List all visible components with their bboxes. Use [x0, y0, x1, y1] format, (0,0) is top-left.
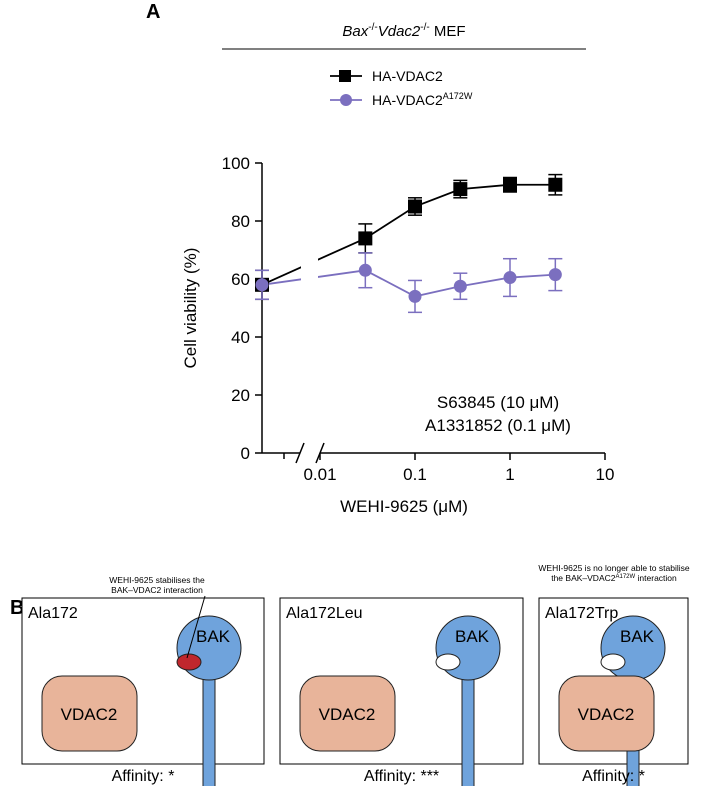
title-part: Bax — [342, 23, 368, 40]
note: WEHI-9625 is no longer able to stabilise — [538, 563, 689, 573]
title-part: MEF — [430, 23, 466, 40]
x-axis-label: WEHI-9625 (μM) — [340, 497, 468, 516]
affinity: Affinity: * — [112, 768, 175, 785]
panel-label: B — [10, 597, 24, 619]
legend-superscript: A172W — [443, 91, 473, 101]
marker — [408, 199, 422, 214]
axis-break — [315, 442, 325, 464]
binding-pocket — [176, 653, 202, 671]
bak-label: BAK — [620, 627, 655, 646]
note-superscript: A172W — [615, 574, 635, 580]
marker — [453, 279, 467, 293]
bak — [176, 615, 242, 681]
title-part: Vdac2 — [378, 23, 421, 40]
note: the BAK–VDAC2A172W interaction — [551, 573, 677, 583]
vdac2 — [299, 675, 396, 752]
marker — [358, 231, 373, 246]
marker — [255, 278, 269, 292]
marker — [548, 268, 562, 282]
y-tick-label: 100 — [222, 154, 250, 173]
legend-name: HA-VDAC2 — [372, 92, 443, 108]
legend-entry: HA-VDAC2A172W — [372, 91, 473, 108]
callout — [186, 595, 206, 659]
panel-title: Ala172 — [28, 605, 78, 622]
panel-title: Ala172Leu — [286, 605, 363, 622]
annotation: A1331852 (0.1 μM) — [425, 416, 571, 435]
bak-label: BAK — [455, 627, 490, 646]
affinity: Affinity: * — [582, 768, 645, 785]
x-tick-label: 0.01 — [303, 465, 336, 484]
panel-title: Ala172Trp — [545, 605, 618, 622]
marker — [358, 263, 372, 277]
note-line: WEHI-9625 stabilises the — [109, 575, 205, 585]
title-part: -/- — [420, 22, 429, 33]
panel-label: A — [146, 1, 160, 23]
y-tick-label: 60 — [231, 270, 250, 289]
binding-pocket — [435, 653, 461, 671]
y-tick-label: 20 — [231, 386, 250, 405]
x-tick-label: 10 — [596, 465, 615, 484]
vdac2-label: VDAC2 — [319, 705, 376, 724]
legend-entry: HA-VDAC2 — [372, 68, 443, 84]
note-line: WEHI-9625 is no longer able to stabilise — [538, 563, 689, 573]
affinity: Affinity: *** — [364, 768, 439, 785]
legend-name: HA-VDAC2 — [372, 68, 443, 84]
y-tick-label: 40 — [231, 328, 250, 347]
title-part: -/- — [368, 22, 377, 33]
marker — [548, 177, 563, 192]
bak-stem — [202, 667, 216, 786]
marker — [503, 177, 517, 192]
bak-label: BAK — [196, 627, 231, 646]
note: BAK–VDAC2 interaction — [111, 585, 203, 595]
y-tick-label: 80 — [231, 212, 250, 231]
bak-stem — [461, 667, 475, 786]
note-end: interaction — [635, 573, 677, 583]
binding-pocket — [600, 653, 626, 671]
vdac2-label: VDAC2 — [578, 705, 635, 724]
x-tick-label: 1 — [505, 465, 514, 484]
marker — [408, 289, 422, 303]
bak — [435, 615, 501, 681]
axis-break — [295, 442, 305, 464]
marker — [453, 182, 468, 197]
y-tick-label: 0 — [241, 444, 250, 463]
chart-title: Bax-/-Vdac2-/- MEF — [342, 22, 465, 40]
legend-marker — [340, 94, 352, 106]
vdac2 — [558, 675, 655, 752]
y-axis-label: Cell viability (%) — [181, 248, 200, 369]
note-line: the BAK–VDAC2 — [551, 573, 616, 583]
vdac2-label: VDAC2 — [61, 705, 118, 724]
marker — [503, 271, 517, 285]
note-line: BAK–VDAC2 interaction — [111, 585, 203, 595]
vdac2 — [41, 675, 138, 752]
legend-marker — [339, 70, 351, 82]
annotation: S63845 (10 μM) — [437, 393, 559, 412]
axis-break-gap — [301, 150, 318, 461]
note: WEHI-9625 stabilises the — [109, 575, 205, 585]
x-tick-label: 0.1 — [403, 465, 427, 484]
bak — [600, 615, 666, 681]
